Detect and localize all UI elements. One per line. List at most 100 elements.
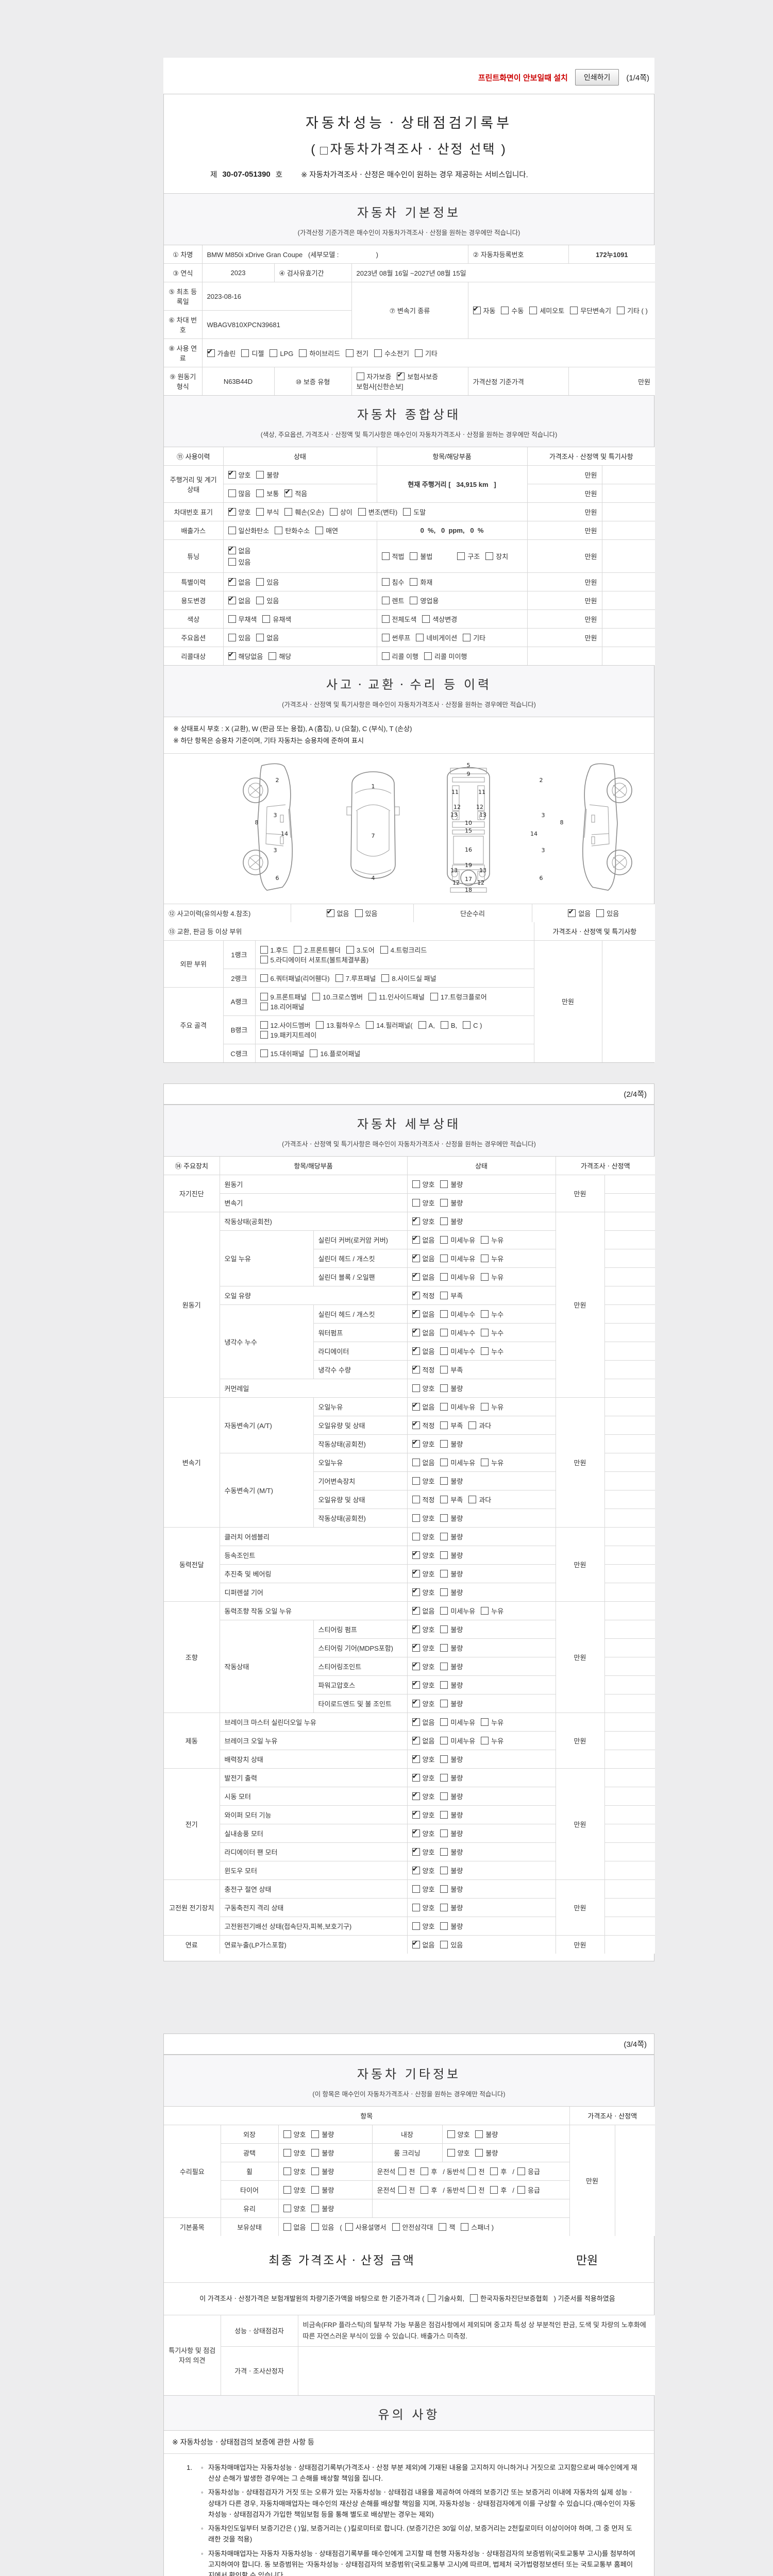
unchecked-checkbox-icon[interactable] <box>440 1681 448 1689</box>
unchecked-checkbox-icon[interactable] <box>440 1848 448 1856</box>
unchecked-checkbox-icon[interactable] <box>346 945 354 954</box>
checked-checkbox-icon[interactable] <box>397 370 405 380</box>
unchecked-checkbox-icon[interactable] <box>481 1310 489 1318</box>
unchecked-checkbox-icon[interactable] <box>440 1347 448 1355</box>
unchecked-checkbox-icon[interactable] <box>440 1514 448 1522</box>
unchecked-checkbox-icon[interactable] <box>440 1718 448 1726</box>
unchecked-checkbox-icon[interactable] <box>228 527 236 534</box>
unchecked-checkbox-icon[interactable] <box>440 1588 448 1596</box>
unchecked-checkbox-icon[interactable] <box>311 2148 320 2157</box>
unchecked-checkbox-icon[interactable] <box>440 1699 448 1707</box>
checked-checkbox-icon[interactable] <box>412 1290 420 1299</box>
checked-checkbox-icon[interactable] <box>568 907 576 917</box>
unchecked-checkbox-icon[interactable] <box>311 2204 320 2212</box>
unchecked-checkbox-icon[interactable] <box>440 1755 448 1763</box>
unchecked-checkbox-icon[interactable] <box>311 2223 320 2231</box>
unchecked-checkbox-icon[interactable] <box>490 2167 498 2175</box>
unchecked-checkbox-icon[interactable] <box>457 552 465 560</box>
unchecked-checkbox-icon[interactable] <box>440 1235 448 1244</box>
checked-checkbox-icon[interactable] <box>412 1252 420 1262</box>
unchecked-checkbox-icon[interactable] <box>283 2148 291 2157</box>
unchecked-checkbox-icon[interactable] <box>440 1310 448 1318</box>
unchecked-checkbox-icon[interactable] <box>481 1402 489 1411</box>
checked-checkbox-icon[interactable] <box>412 1586 420 1596</box>
checked-checkbox-icon[interactable] <box>412 1327 420 1336</box>
unchecked-checkbox-icon[interactable] <box>283 2185 291 2194</box>
unchecked-checkbox-icon[interactable] <box>481 1328 489 1336</box>
unchecked-checkbox-icon[interactable] <box>439 2223 447 2231</box>
checked-checkbox-icon[interactable] <box>412 1790 420 1800</box>
unchecked-checkbox-icon[interactable] <box>329 508 338 516</box>
checked-checkbox-icon[interactable] <box>228 576 236 586</box>
unchecked-checkbox-icon[interactable] <box>440 1643 448 1652</box>
unchecked-checkbox-icon[interactable] <box>440 1569 448 1578</box>
unchecked-checkbox-icon[interactable] <box>440 1217 448 1225</box>
checked-checkbox-icon[interactable] <box>326 907 334 917</box>
unchecked-checkbox-icon[interactable] <box>468 1421 477 1429</box>
unchecked-checkbox-icon[interactable] <box>412 1180 420 1188</box>
unchecked-checkbox-icon[interactable] <box>315 527 324 534</box>
unchecked-checkbox-icon[interactable] <box>275 527 283 534</box>
unchecked-checkbox-icon[interactable] <box>517 2167 525 2175</box>
unchecked-checkbox-icon[interactable] <box>380 945 388 954</box>
unchecked-checkbox-icon[interactable] <box>481 1458 489 1466</box>
unchecked-checkbox-icon[interactable] <box>410 597 418 604</box>
unchecked-checkbox-icon[interactable] <box>412 1922 420 1930</box>
unchecked-checkbox-icon[interactable] <box>430 992 438 1001</box>
unchecked-checkbox-icon[interactable] <box>283 2130 291 2138</box>
unchecked-checkbox-icon[interactable] <box>228 634 236 641</box>
unchecked-checkbox-icon[interactable] <box>294 945 302 954</box>
unchecked-checkbox-icon[interactable] <box>260 1030 268 1039</box>
unchecked-checkbox-icon[interactable] <box>461 2223 469 2231</box>
unchecked-checkbox-icon[interactable] <box>381 615 390 623</box>
unchecked-checkbox-icon[interactable] <box>440 1180 448 1188</box>
unchecked-checkbox-icon[interactable] <box>440 1773 448 1782</box>
unchecked-checkbox-icon[interactable] <box>447 2130 455 2138</box>
unchecked-checkbox-icon[interactable] <box>421 2167 429 2175</box>
unchecked-checkbox-icon[interactable] <box>440 1736 448 1744</box>
unchecked-checkbox-icon[interactable] <box>268 652 277 660</box>
unchecked-checkbox-icon[interactable] <box>414 349 423 357</box>
unchecked-checkbox-icon[interactable] <box>490 2185 498 2194</box>
unchecked-checkbox-icon[interactable] <box>475 2130 483 2138</box>
unchecked-checkbox-icon[interactable] <box>283 2204 291 2212</box>
unchecked-checkbox-icon[interactable] <box>421 2185 429 2194</box>
checked-checkbox-icon[interactable] <box>412 1698 420 1707</box>
unchecked-checkbox-icon[interactable] <box>440 1829 448 1837</box>
unchecked-checkbox-icon[interactable] <box>440 1421 448 1429</box>
unchecked-checkbox-icon[interactable] <box>312 992 321 1001</box>
unchecked-checkbox-icon[interactable] <box>481 1273 489 1281</box>
unchecked-checkbox-icon[interactable] <box>346 349 354 357</box>
unchecked-checkbox-icon[interactable] <box>440 1365 448 1374</box>
checked-checkbox-icon[interactable] <box>412 1827 420 1837</box>
unchecked-checkbox-icon[interactable] <box>424 652 432 660</box>
unchecked-checkbox-icon[interactable] <box>440 1866 448 1874</box>
checked-checkbox-icon[interactable] <box>412 1716 420 1726</box>
unchecked-checkbox-icon[interactable] <box>311 2167 320 2175</box>
unchecked-checkbox-icon[interactable] <box>447 2148 455 2157</box>
unchecked-checkbox-icon[interactable] <box>256 489 264 497</box>
unchecked-checkbox-icon[interactable] <box>260 945 268 954</box>
unchecked-checkbox-icon[interactable] <box>468 2167 476 2175</box>
unchecked-checkbox-icon[interactable] <box>374 349 382 357</box>
unchecked-checkbox-icon[interactable] <box>440 1495 448 1503</box>
checked-checkbox-icon[interactable] <box>412 1642 420 1652</box>
unchecked-checkbox-icon[interactable] <box>356 372 364 380</box>
unchecked-checkbox-icon[interactable] <box>260 974 268 982</box>
unchecked-checkbox-icon[interactable] <box>501 307 509 314</box>
unchecked-checkbox-icon[interactable] <box>422 615 430 623</box>
unchecked-checkbox-icon[interactable] <box>412 1885 420 1893</box>
unchecked-checkbox-icon[interactable] <box>440 1940 448 1948</box>
checked-checkbox-icon[interactable] <box>412 1308 420 1318</box>
unchecked-checkbox-icon[interactable] <box>475 2148 483 2157</box>
unchecked-checkbox-icon[interactable] <box>440 1477 448 1485</box>
checked-checkbox-icon[interactable] <box>412 1865 420 1874</box>
unchecked-checkbox-icon[interactable] <box>440 1922 448 1930</box>
unchecked-checkbox-icon[interactable] <box>260 992 268 1001</box>
unchecked-checkbox-icon[interactable] <box>481 1254 489 1262</box>
unchecked-checkbox-icon[interactable] <box>412 1514 420 1522</box>
checked-checkbox-icon[interactable] <box>412 1809 420 1819</box>
checked-checkbox-icon[interactable] <box>412 1772 420 1782</box>
unchecked-checkbox-icon[interactable] <box>481 1235 489 1244</box>
checked-checkbox-icon[interactable] <box>412 1364 420 1374</box>
